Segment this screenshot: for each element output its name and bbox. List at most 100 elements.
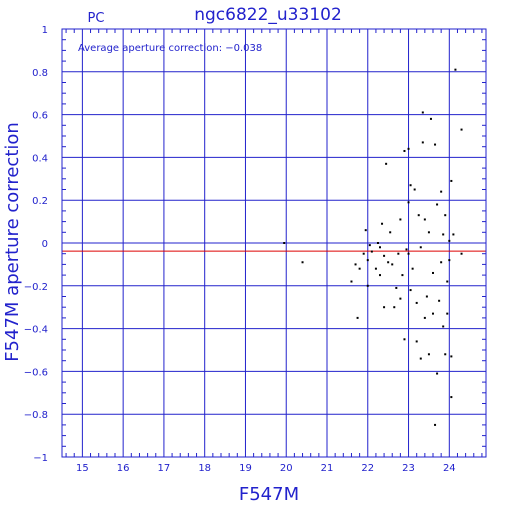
- data-point: [399, 218, 402, 221]
- data-point: [301, 261, 304, 264]
- data-point: [454, 68, 457, 71]
- data-point: [379, 274, 381, 277]
- data-point: [368, 244, 371, 247]
- data-point: [434, 423, 437, 426]
- data-point: [460, 252, 463, 255]
- plot-frame: [61, 28, 487, 458]
- data-point: [448, 259, 451, 262]
- data-point: [362, 252, 365, 255]
- data-point: [399, 297, 402, 300]
- y-tick-label: −0.6: [24, 367, 48, 378]
- data-point: [354, 263, 357, 266]
- data-point: [425, 295, 428, 298]
- data-point: [405, 248, 408, 251]
- data-point: [397, 252, 400, 255]
- y-tick-label: −1: [33, 453, 48, 464]
- data-point: [381, 222, 384, 225]
- x-tick-label: 15: [76, 463, 89, 474]
- data-point: [383, 306, 386, 309]
- data-point: [444, 353, 447, 356]
- data-point: [401, 274, 404, 277]
- x-tick-label: 18: [198, 463, 211, 474]
- data-point: [411, 267, 414, 270]
- y-tick-label: 0.6: [32, 111, 48, 122]
- data-point: [417, 214, 420, 217]
- corner-label: PC: [88, 11, 105, 26]
- data-point: [409, 184, 412, 187]
- data-point: [389, 231, 392, 234]
- y-tick-label: 1: [42, 25, 48, 36]
- data-point: [283, 242, 286, 244]
- y-tick-label: −0.8: [24, 410, 48, 421]
- data-point: [421, 111, 424, 114]
- data-point: [423, 316, 426, 319]
- x-tick-label: 24: [443, 463, 456, 474]
- data-point: [407, 147, 410, 150]
- data-point: [442, 325, 445, 328]
- data-point: [423, 218, 426, 221]
- data-point: [374, 267, 377, 270]
- data-point: [460, 128, 463, 131]
- data-point: [427, 353, 430, 356]
- data-point: [415, 301, 418, 304]
- axis-ticks: [62, 29, 486, 457]
- average-correction-annotation: Average aperture correction: −0.038: [78, 43, 262, 54]
- data-point: [403, 149, 406, 152]
- data-point: [444, 214, 447, 217]
- data-point: [379, 246, 381, 249]
- x-axis-tick-labels: 15 16 17 18 19 20 21 22 23 24: [76, 463, 456, 474]
- data-point: [440, 190, 443, 193]
- data-point: [436, 203, 439, 206]
- data-point: [376, 242, 379, 244]
- data-point: [407, 252, 410, 255]
- data-point: [434, 143, 437, 146]
- data-point: [432, 271, 434, 274]
- data-point: [366, 259, 369, 262]
- x-tick-label: 19: [239, 463, 252, 474]
- data-points: [283, 68, 463, 426]
- data-point: [450, 355, 453, 358]
- data-point: [452, 233, 455, 236]
- x-tick-label: 17: [158, 463, 171, 474]
- data-point: [419, 357, 422, 360]
- data-point: [429, 117, 432, 120]
- x-tick-label: 20: [280, 463, 293, 474]
- data-point: [407, 201, 410, 204]
- y-tick-label: −0.4: [24, 325, 48, 336]
- data-point: [446, 280, 449, 283]
- data-point: [366, 284, 369, 287]
- y-tick-label: 0.2: [32, 196, 48, 207]
- data-point: [446, 312, 449, 315]
- y-tick-label: 0.8: [32, 68, 48, 79]
- data-point: [442, 233, 445, 236]
- data-point: [364, 229, 367, 232]
- data-point: [438, 299, 441, 302]
- data-point: [415, 340, 418, 343]
- data-point: [393, 306, 396, 309]
- data-point: [421, 141, 424, 144]
- data-point: [395, 286, 398, 289]
- data-point: [385, 162, 388, 165]
- data-point: [350, 280, 353, 283]
- data-point: [432, 312, 434, 315]
- x-tick-label: 21: [321, 463, 334, 474]
- x-axis-label: F547M: [239, 484, 299, 505]
- data-point: [409, 289, 412, 292]
- data-point: [413, 188, 416, 191]
- data-point: [383, 254, 386, 257]
- data-point: [427, 231, 430, 234]
- y-tick-label: 0.4: [32, 153, 48, 164]
- x-tick-label: 22: [361, 463, 374, 474]
- x-tick-label: 16: [117, 463, 130, 474]
- data-point: [403, 338, 406, 341]
- chart-title: ngc6822_u33102: [194, 5, 342, 25]
- data-point: [450, 179, 453, 182]
- data-point: [358, 267, 361, 270]
- y-tick-label: 0: [42, 239, 48, 250]
- reference-lines: [62, 242, 486, 252]
- data-point: [391, 263, 394, 266]
- data-point: [370, 250, 373, 253]
- y-tick-label: −0.2: [24, 282, 48, 293]
- data-point: [450, 396, 453, 399]
